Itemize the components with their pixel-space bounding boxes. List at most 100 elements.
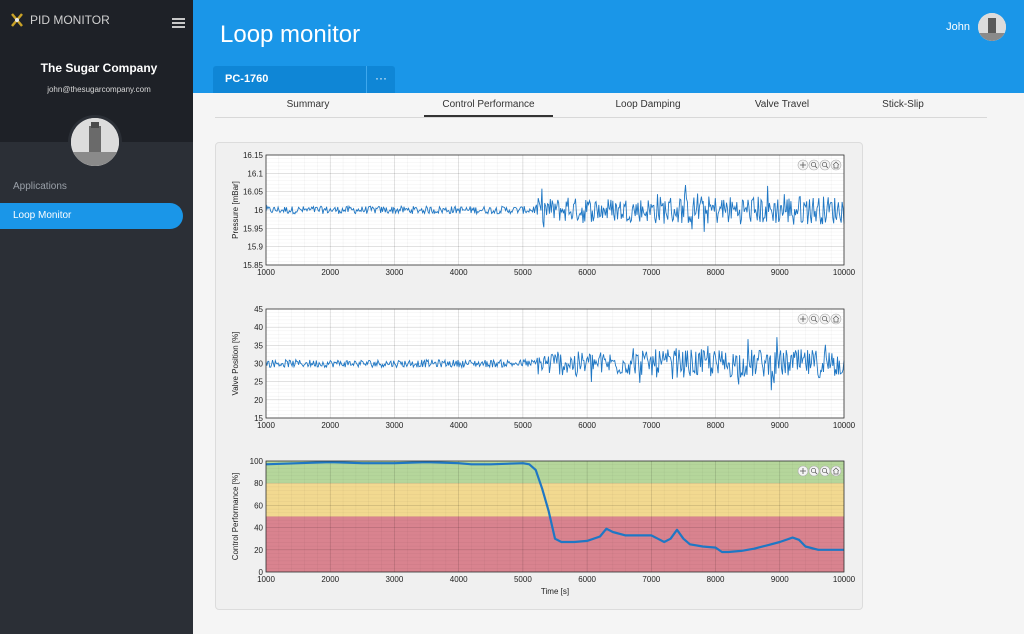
zoom-out-icon[interactable] — [819, 465, 831, 477]
chart-1: 1000 2000 3000 4000 5000 6000 7000 8000 9000 1000… — [231, 151, 856, 277]
section-label-applications: Applications — [13, 181, 67, 192]
y-tick-label: 16 — [254, 206, 263, 215]
chart-2: 1000 2000 3000 4000 5000 6000 7000 8000 9000 1000… — [231, 305, 856, 430]
x-tick-label: 5000 — [514, 575, 532, 584]
y-tick-label: 35 — [254, 341, 263, 350]
plot-toolbar — [797, 313, 842, 325]
x-tick-label: 2000 — [321, 575, 339, 584]
x-tick-label: 5000 — [514, 421, 532, 430]
performance-zone — [266, 461, 844, 484]
charts-card: 1000 2000 3000 4000 5000 6000 7000 8000 9000 1000… — [215, 142, 863, 610]
x-tick-label: 6000 — [578, 421, 596, 430]
x-tick-label: 4000 — [450, 421, 468, 430]
plot-frame — [265, 460, 845, 573]
app-name: PID MONITOR — [30, 13, 110, 27]
zoom-out-icon[interactable] — [819, 313, 831, 325]
plot-frame — [265, 308, 845, 419]
pan-icon[interactable] — [797, 465, 809, 477]
charts-svg: 1000 2000 3000 4000 5000 6000 7000 8000 9000 1000… — [231, 151, 856, 596]
x-tick-label: 7000 — [642, 421, 660, 430]
tab-valve-travel[interactable]: Valve Travel — [754, 99, 810, 110]
y-tick-label: 30 — [254, 360, 263, 369]
x-tick-label: 9000 — [771, 268, 789, 277]
plot-frame — [265, 154, 845, 266]
more-options-button[interactable]: ··· — [375, 71, 387, 85]
tab-stick-slip[interactable]: Stick-Slip — [882, 99, 924, 110]
x-tick-label: 10000 — [833, 268, 856, 277]
tab-loop-damping[interactable]: Loop Damping — [615, 99, 681, 110]
y-axis-label: Pressure [mBar] — [231, 181, 240, 239]
y-tick-label: 40 — [254, 524, 263, 533]
x-tick-label: 7000 — [642, 268, 660, 277]
home-icon[interactable] — [830, 313, 842, 325]
zoom-in-icon[interactable] — [808, 465, 820, 477]
y-tick-label: 40 — [254, 323, 263, 332]
x-tick-label: 1000 — [257, 421, 275, 430]
y-tick-label: 100 — [250, 457, 264, 466]
zoom-in-icon[interactable] — [808, 313, 820, 325]
sidebar-item-loop-monitor[interactable]: Loop Monitor — [0, 203, 183, 229]
x-tick-label: 9000 — [771, 575, 789, 584]
user-menu[interactable]: John — [946, 13, 1006, 41]
y-tick-label: 0 — [259, 568, 264, 577]
x-tick-label: 4000 — [450, 268, 468, 277]
tab-summary[interactable]: Summary — [286, 99, 330, 110]
x-tick-label: 5000 — [514, 268, 532, 277]
y-tick-label: 16.05 — [243, 188, 264, 197]
plot-toolbar — [797, 159, 842, 171]
loop-tag-tab: PC-1760 ··· — [213, 66, 395, 93]
performance-zone — [266, 516, 844, 572]
y-tick-label: 80 — [254, 479, 263, 488]
company-name: The Sugar Company — [40, 61, 158, 75]
app-logo-icon — [11, 13, 23, 27]
hamburger-menu-icon[interactable] — [172, 18, 185, 28]
x-tick-label: 10000 — [833, 421, 856, 430]
x-tick-label: 2000 — [321, 268, 339, 277]
x-tick-label: 1000 — [257, 268, 275, 277]
x-tick-label: 8000 — [707, 268, 725, 277]
x-tick-label: 1000 — [257, 575, 275, 584]
x-tick-label: 6000 — [578, 268, 596, 277]
user-name: John — [946, 21, 970, 33]
x-tick-label: 6000 — [578, 575, 596, 584]
y-tick-label: 15 — [254, 414, 263, 423]
y-tick-label: 45 — [254, 305, 263, 314]
zoom-in-icon[interactable] — [808, 159, 820, 171]
y-axis-label: Control Performance [%] — [231, 473, 240, 561]
y-tick-label: 15.85 — [243, 261, 264, 270]
x-tick-label: 8000 — [707, 575, 725, 584]
user-avatar[interactable] — [978, 13, 1006, 41]
y-tick-label: 20 — [254, 396, 263, 405]
y-tick-label: 15.95 — [243, 224, 264, 233]
series-line — [265, 461, 844, 554]
page-title: Loop monitor — [220, 21, 361, 48]
tab-control-performance[interactable]: Control Performance — [424, 93, 553, 117]
x-tick-label: 10000 — [833, 575, 856, 584]
x-axis-label: Time [s] — [541, 587, 569, 596]
series-line — [265, 184, 845, 232]
y-tick-label: 60 — [254, 501, 263, 510]
pan-icon[interactable] — [797, 313, 809, 325]
x-tick-label: 9000 — [771, 421, 789, 430]
company-avatar — [68, 115, 122, 169]
x-tick-label: 8000 — [707, 421, 725, 430]
sidebar: PID MONITOR The Sugar Company john@thesu… — [0, 0, 193, 634]
x-tick-label: 3000 — [386, 421, 404, 430]
home-icon[interactable] — [830, 159, 842, 171]
plot-toolbar — [797, 465, 842, 477]
home-icon[interactable] — [830, 465, 842, 477]
header: Loop monitor John PC-1760 ··· — [193, 0, 1024, 93]
x-tick-label: 2000 — [321, 421, 339, 430]
series-line — [265, 337, 845, 391]
pan-icon[interactable] — [797, 159, 809, 171]
y-tick-label: 15.9 — [247, 243, 263, 252]
performance-zone — [266, 483, 844, 517]
x-tick-label: 3000 — [386, 268, 404, 277]
x-tick-label: 7000 — [642, 575, 660, 584]
y-tick-label: 16.1 — [247, 169, 263, 178]
chart-3: 1000 2000 3000 4000 5000 6000 7000 8000 9000 1000… — [231, 457, 856, 596]
loop-tag-label[interactable]: PC-1760 — [213, 66, 367, 93]
x-tick-label: 3000 — [386, 575, 404, 584]
zoom-out-icon[interactable] — [819, 159, 831, 171]
x-tick-label: 4000 — [450, 575, 468, 584]
